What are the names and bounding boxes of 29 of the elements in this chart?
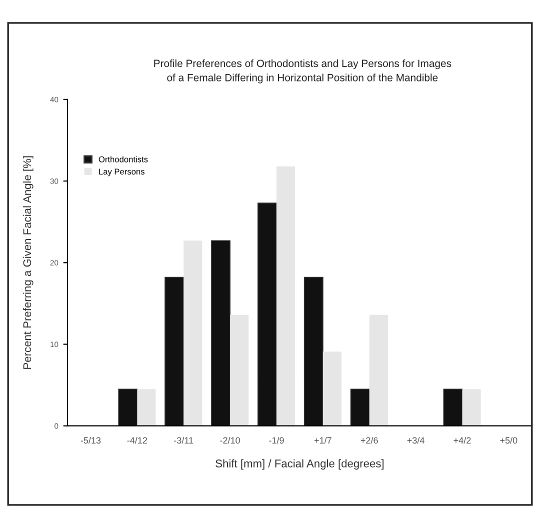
y-axis-title: Percent Preferring a Given Facial Angle [%] [22,156,34,369]
legend-label: Lay Persons [99,168,144,176]
bar [462,389,481,426]
bar [443,388,463,426]
bar [350,388,370,426]
x-axis-title: Shift [mm] / Facial Angle [degrees] [216,459,384,470]
bar [118,388,138,426]
bar [211,240,230,426]
bar [304,276,324,426]
x-tick-label: -2/10 [220,436,240,444]
x-tick-label: -4/12 [127,436,147,444]
x-tick-label: -1/9 [269,436,284,444]
x-tick-label: +4/2 [454,436,471,444]
chart-title: Profile Preferences of Orthodontists and Lay Persons for Images of a Female Differing in Horizontal Position of the Mandible [154,59,452,84]
legend-label: Orthodontists [98,156,148,162]
bar [137,389,156,426]
bar [369,314,388,426]
bar [230,314,249,426]
x-tick-label: +1/7 [314,436,332,444]
x-tick-label: -3/11 [174,436,194,444]
bar [164,276,184,426]
x-tick-label: +5/0 [500,436,518,444]
x-tick-label: +2/6 [360,436,378,444]
bar [276,166,296,426]
x-tick-label: -5/13 [80,436,101,444]
bar [322,352,342,426]
x-tick-label: +3/4 [407,436,424,444]
bar [184,240,202,426]
bar [257,202,277,426]
